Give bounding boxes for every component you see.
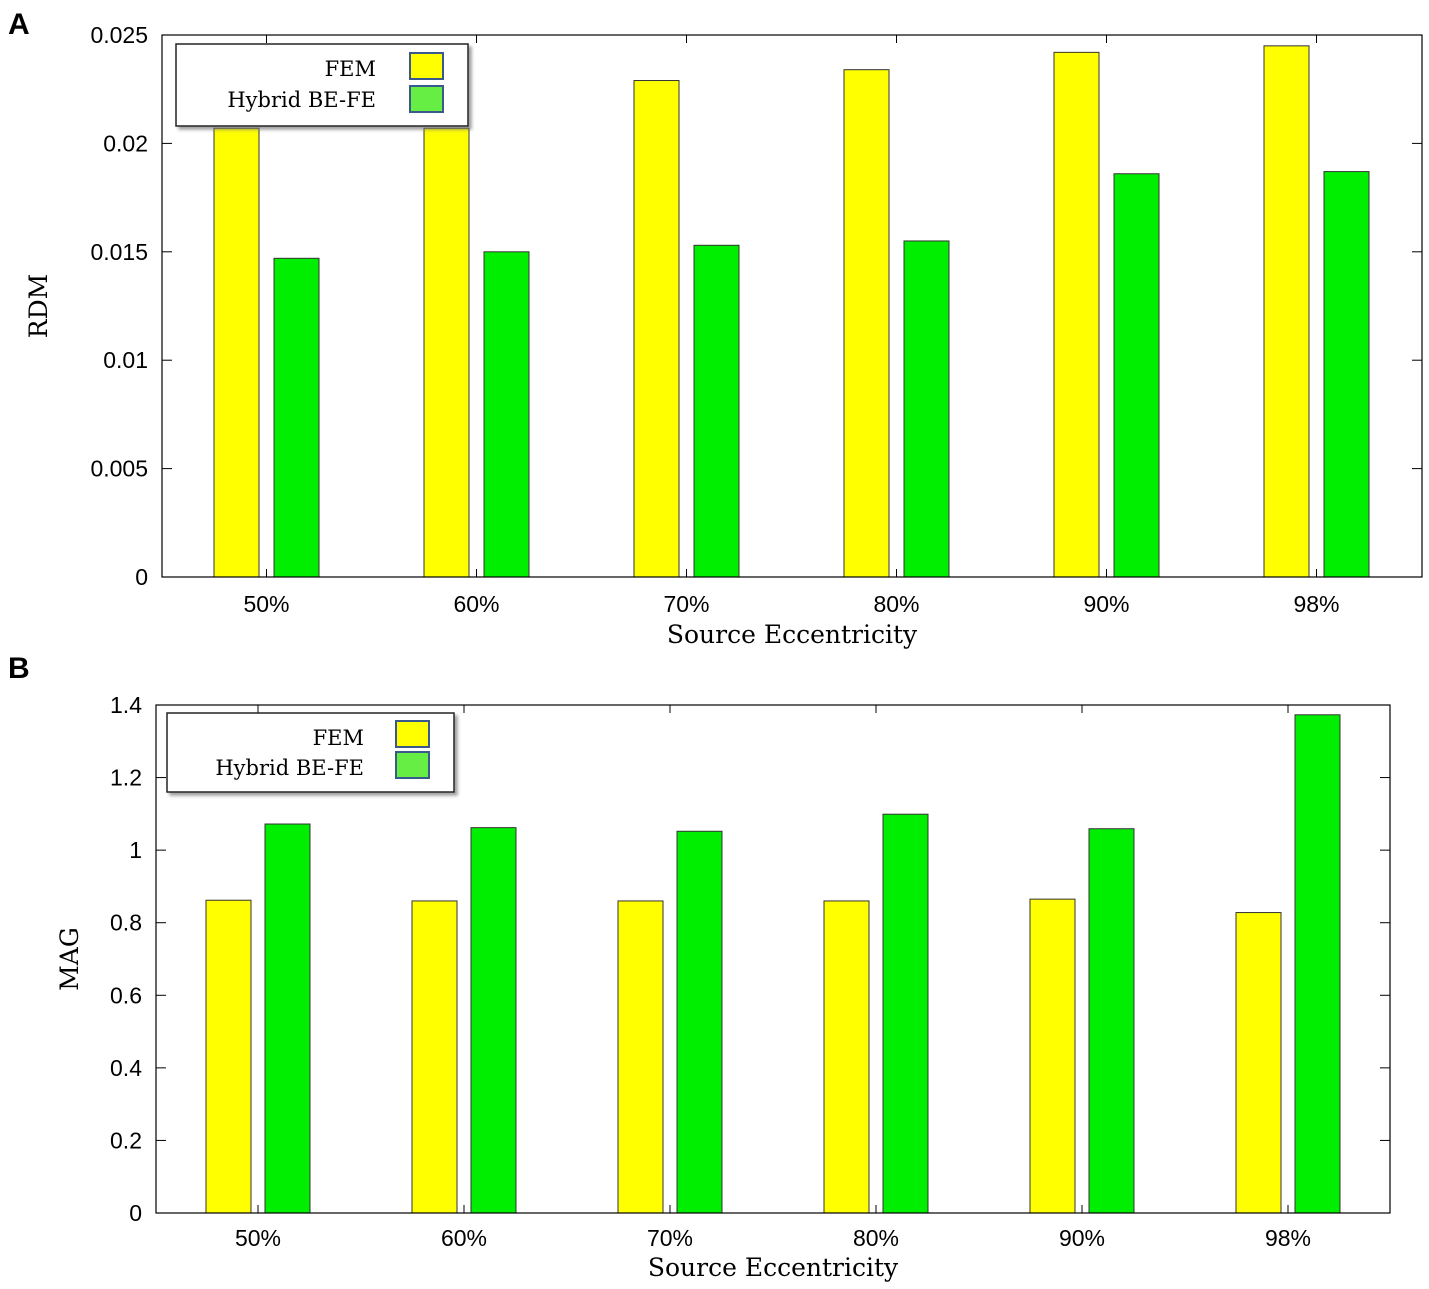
y-tick-label: 0.4	[110, 1055, 142, 1081]
bar-fem-70pct	[617, 900, 664, 1214]
y-tick-label: 0.2	[110, 1127, 142, 1153]
panel-a-plot-area: 50% 60% 70% 80% 90% 98% 0 0.005 0.01 0.015 0.02 0.0…	[90, 22, 1423, 617]
panel-b-legend-label-fem: FEM	[313, 726, 364, 750]
bar-hybrid-80pct	[882, 813, 929, 1214]
panel-a-x-axis-title: Source Eccentricity	[667, 620, 918, 649]
bar-fem-50pct	[205, 899, 252, 1214]
y-tick-label: 0	[135, 564, 148, 590]
y-tick-label: 0	[129, 1200, 142, 1226]
x-tick-label: 70%	[663, 591, 709, 617]
bar-hybrid-50pct	[264, 823, 311, 1214]
panel-a-letter: A	[8, 8, 30, 41]
panel-a-legend-swatch-hybrid	[409, 85, 444, 113]
panel-b-y-axis-title: MAG	[55, 927, 84, 991]
axes-frame	[161, 34, 1423, 578]
y-tick-label: 0.02	[103, 130, 148, 156]
x-tick-label: 98%	[1293, 591, 1339, 617]
x-tick-label: 98%	[1265, 1225, 1311, 1251]
panel-a-legend-swatch-fem	[409, 52, 444, 80]
x-tick-label: 60%	[441, 1225, 487, 1251]
y-tick-label: 0.01	[103, 347, 148, 373]
panel-a-y-axis-title: RDM	[24, 274, 53, 338]
x-tick-label: 50%	[235, 1225, 281, 1251]
bar-hybrid-98pct	[1294, 714, 1341, 1214]
bar-hybrid-60pct	[470, 827, 517, 1214]
panel-b-x-axis-title: Source Eccentricity	[648, 1253, 899, 1282]
x-tick-label: 80%	[873, 591, 919, 617]
y-tick-label: 0.015	[90, 239, 148, 265]
bar-hybrid-90pct	[1113, 173, 1160, 578]
y-tick-label: 0.6	[110, 982, 142, 1008]
bar-hybrid-70pct	[693, 244, 740, 578]
panel-a: A 50% 60% 70% 80% 90% 98% 0 0.005 0.01 0.015 0.02 0…	[8, 8, 1423, 649]
x-tick-label: 50%	[243, 591, 289, 617]
y-tick-label: 1	[129, 837, 142, 863]
y-tick-label: 1.2	[110, 765, 142, 791]
bar-fem-90pct	[1029, 898, 1076, 1214]
panel-b-legend-swatch-fem	[395, 720, 430, 748]
bar-hybrid-80pct	[903, 240, 950, 578]
x-tick-label: 60%	[453, 591, 499, 617]
bar-hybrid-90pct	[1088, 828, 1135, 1214]
y-tick-label: 0.8	[110, 910, 142, 936]
bar-hybrid-60pct	[483, 251, 530, 578]
panel-a-legend: FEM Hybrid BE-FE	[175, 43, 469, 127]
bar-fem-50pct	[213, 127, 260, 578]
bar-fem-70pct	[633, 80, 680, 578]
bar-hybrid-70pct	[676, 830, 723, 1214]
panel-b-plot-area: 50% 60% 70% 80% 90% 98% 0 0.2 0.4 0.6 0.8 1 1.2 1.4	[110, 692, 1391, 1251]
bar-hybrid-98pct	[1323, 171, 1370, 578]
panel-b-legend-swatch-hybrid	[395, 751, 430, 779]
panel-b-legend: FEM Hybrid BE-FE	[166, 712, 455, 793]
bar-fem-98pct	[1235, 912, 1282, 1214]
axes-frame	[155, 704, 1391, 1214]
bar-hybrid-50pct	[273, 257, 320, 578]
bar-fem-80pct	[823, 900, 870, 1214]
y-tick-label: 0.005	[90, 456, 148, 482]
panel-b-legend-label-hybrid: Hybrid BE-FE	[215, 756, 364, 780]
bar-fem-60pct	[423, 127, 470, 578]
panel-b-letter: B	[8, 652, 30, 685]
bar-fem-60pct	[411, 900, 458, 1214]
x-tick-label: 90%	[1083, 591, 1129, 617]
panel-a-legend-label-fem: FEM	[325, 57, 376, 81]
bar-fem-80pct	[843, 69, 890, 578]
panel-a-legend-label-hybrid: Hybrid BE-FE	[227, 88, 376, 112]
x-tick-label: 90%	[1059, 1225, 1105, 1251]
bar-fem-98pct	[1263, 45, 1310, 578]
panel-b: B 50% 60% 70% 80% 90% 98% 0 0.2 0.4 0.6 0.8 1 1.2 1.4…	[8, 652, 1391, 1282]
x-tick-label: 70%	[647, 1225, 693, 1251]
bar-fem-90pct	[1053, 51, 1100, 578]
y-tick-label: 1.4	[110, 692, 142, 718]
x-tick-label: 80%	[853, 1225, 899, 1251]
y-tick-label: 0.025	[90, 22, 148, 48]
